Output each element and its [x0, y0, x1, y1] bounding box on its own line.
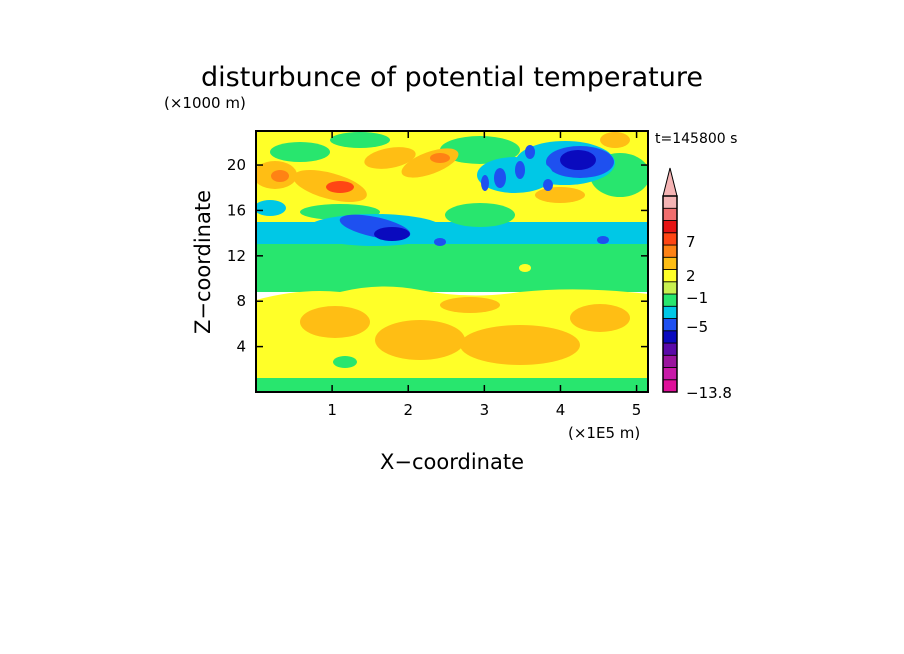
contour-orange-streak [600, 132, 630, 148]
contour-cyan-cell [256, 200, 286, 216]
contour-red-streak [326, 181, 354, 193]
contour-bottom-green [256, 378, 648, 392]
colorbar-label-minus5: −5 [686, 318, 708, 336]
colorbar-swatch [662, 244, 678, 258]
colorbar-swatch [662, 281, 678, 295]
contour-darkblue-cell [374, 227, 410, 241]
contour-blue-cell [515, 161, 525, 179]
contour-blue-cell [597, 236, 609, 244]
contour-blue-cell [525, 145, 535, 159]
contour-green-patch [333, 356, 357, 368]
x-tick-label: 2 [403, 401, 413, 419]
colorbar-swatch [662, 318, 678, 332]
x-unit-label: (×1E5 m) [568, 424, 640, 442]
contour-orange-blob [375, 320, 465, 360]
contour-orange-blob [300, 306, 370, 338]
contour-cyan-cell [477, 157, 553, 193]
colorbar-swatch [662, 232, 678, 246]
colorbar-label-7: 7 [686, 233, 696, 251]
colorbar-swatch [662, 379, 678, 393]
x-tick-label: 5 [632, 401, 642, 419]
y-tick-label: 16 [227, 201, 246, 219]
colorbar-swatch [662, 256, 678, 270]
contour-green-wisp [445, 203, 515, 227]
contour-orange-blob [440, 297, 500, 313]
contour-orange-blob [460, 325, 580, 365]
contour-green-wisp [440, 136, 520, 164]
contour-red-streak [430, 153, 450, 163]
contour-orange-streak [271, 170, 289, 182]
colorbar-swatch [662, 207, 678, 221]
plot-frame [255, 130, 649, 393]
x-axis-label: X−coordinate [380, 450, 524, 474]
y-tick-label: 12 [227, 247, 246, 265]
contour-blue-cell [494, 168, 506, 188]
colorbar-swatch [662, 220, 678, 234]
contour-field [256, 131, 648, 392]
contour-orange-streak [364, 147, 416, 169]
contour-blue-cell [434, 238, 446, 246]
colorbar-labels: 7 2 −1 −5 −13.8 [686, 233, 732, 402]
colorbar-swatch [662, 330, 678, 344]
contour-blue-cell [481, 175, 489, 191]
contour-green-wisp [270, 142, 330, 162]
x-tick-label: 1 [327, 401, 337, 419]
contour-orange-blob [570, 304, 630, 332]
chart-title: disturbunce of potential temperature [201, 62, 703, 93]
x-tick-label: 3 [480, 401, 490, 419]
time-label: t=145800 s [655, 131, 737, 147]
contour-darkblue-cell [560, 150, 596, 170]
colorbar-swatch [662, 354, 678, 368]
y-tick-label: 20 [227, 156, 246, 174]
y-axis-ticks: 4 8 12 16 20 [227, 156, 648, 356]
colorbar-label-minus1: −1 [686, 289, 708, 307]
colorbar-swatch [662, 367, 678, 381]
contour-green-wisp [330, 132, 390, 148]
colorbar-label-minus13-8: −13.8 [686, 384, 732, 402]
colorbar-swatch [662, 305, 678, 319]
colorbar-frame [662, 195, 678, 393]
x-tick-label: 4 [556, 401, 566, 419]
x-axis-ticks: 1 2 3 4 5 [327, 131, 641, 419]
colorbar-extend-arrow [662, 167, 678, 197]
contour-green-band [256, 244, 648, 292]
colorbar-label-2: 2 [686, 267, 696, 285]
contour-orange-streak [535, 187, 585, 203]
contour-green-patch [519, 264, 531, 272]
colorbar-swatch [662, 293, 678, 307]
colorbar-swatch [662, 195, 678, 209]
y-axis-label: Z−coordinate [191, 190, 215, 334]
y-tick-label: 4 [236, 338, 246, 356]
colorbar-swatch [662, 342, 678, 356]
colorbar [662, 167, 678, 393]
contour-blue-cell [543, 179, 553, 191]
y-unit-label: (×1000 m) [164, 94, 246, 112]
colorbar-swatch [662, 269, 678, 283]
y-tick-label: 8 [236, 292, 246, 310]
